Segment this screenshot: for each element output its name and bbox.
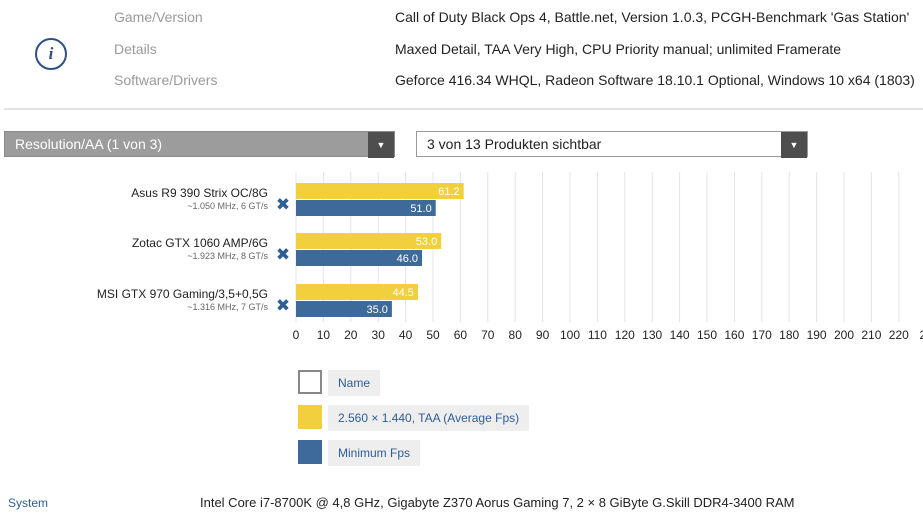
details-label: Details [114,41,157,57]
product-specs: ~1.050 MHz, 6 GT/s [187,201,268,211]
x-tick-label: 50 [426,328,440,342]
bar [296,200,436,216]
legend-label[interactable]: Minimum Fps [328,440,421,466]
x-tick-label: 110 [588,328,607,342]
software-drivers-value: Geforce 416.34 WHQL, Radeon Software 18.… [395,72,915,88]
system-label: System [8,496,49,510]
bar [296,250,423,266]
game-version-label: Game/Version [114,9,203,25]
product-name: MSI GTX 970 Gaming/3,5+0,5G [97,287,268,301]
resolution-select[interactable]: Resolution/AA (1 von 3) ▼ [4,131,395,158]
chevron-down-icon[interactable]: ▼ [368,132,394,158]
benchmark-chart: 0 10 20 30 40 50 60 70 80 90 100 110 120 130 140 150 160… [97,172,923,342]
product-name: Asus R9 390 Strix OC/8G [131,186,268,200]
bar-value-label: 61.2 [438,186,459,198]
bar-value-label: 46.0 [397,253,418,265]
bar-value-label: 44.5 [393,287,414,299]
chevron-down-icon[interactable]: ▼ [781,132,807,158]
software-drivers-label: Software/Drivers [114,72,218,88]
product-name: Zotac GTX 1060 AMP/6G [132,236,268,250]
x-tick-label: 23 [920,328,923,342]
x-tick-label: 30 [372,328,386,342]
bar [296,301,392,317]
system-value: Intel Core i7-8700K @ 4,8 GHz, Gigabyte … [200,495,795,510]
remove-icon[interactable]: ✖ [276,195,290,215]
x-tick-label: 0 [293,328,300,342]
products-select-label: 3 von 13 Produkten sichtbar [427,136,602,152]
x-tick-label: 20 [344,328,358,342]
bar-value-label: 35.0 [366,304,387,316]
x-tick-label: 10 [317,328,331,342]
x-tick-label: 60 [454,328,468,342]
details-value: Maxed Detail, TAA Very High, CPU Priorit… [395,41,842,57]
product-specs: ~1.923 MHz, 8 GT/s [187,251,268,261]
bar [296,233,442,249]
divider [4,108,923,110]
x-tick-label: 120 [615,328,635,342]
x-tick-label: 130 [642,328,662,342]
x-tick-label: 170 [752,328,772,342]
x-tick-label: 210 [861,328,881,342]
x-tick-label: 70 [481,328,495,342]
x-tick-label: 150 [697,328,717,342]
resolution-select-label: Resolution/AA (1 von 3) [15,136,163,152]
game-version-value: Call of Duty Black Ops 4, Battle.net, Ve… [395,9,910,25]
remove-icon[interactable]: ✖ [276,296,290,316]
legend-label[interactable]: 2.560 × 1.440, TAA (Average Fps) [328,405,530,431]
x-tick-label: 200 [834,328,854,342]
x-tick-label: 100 [560,328,580,342]
x-tick-label: 180 [779,328,799,342]
x-tick-label: 220 [889,328,909,342]
product-specs: ~1.316 MHz, 7 GT/s [187,302,268,312]
remove-icon[interactable]: ✖ [276,245,290,265]
bar [296,284,418,300]
products-select[interactable]: 3 von 13 Produkten sichtbar ▼ [416,131,808,158]
x-tick-label: 90 [536,328,550,342]
legend-swatch[interactable] [298,370,322,394]
bar [296,183,464,199]
x-tick-label: 140 [670,328,690,342]
x-tick-label: 190 [807,328,827,342]
bar-value-label: 53.0 [416,236,437,248]
x-tick-label: 160 [724,328,744,342]
x-tick-label: 40 [399,328,413,342]
x-tick-label: 80 [509,328,523,342]
legend-swatch[interactable] [298,440,322,464]
legend-swatch[interactable] [298,405,322,429]
info-icon: i [35,38,67,70]
legend-label[interactable]: Name [328,370,381,396]
bar-value-label: 51.0 [410,203,431,215]
